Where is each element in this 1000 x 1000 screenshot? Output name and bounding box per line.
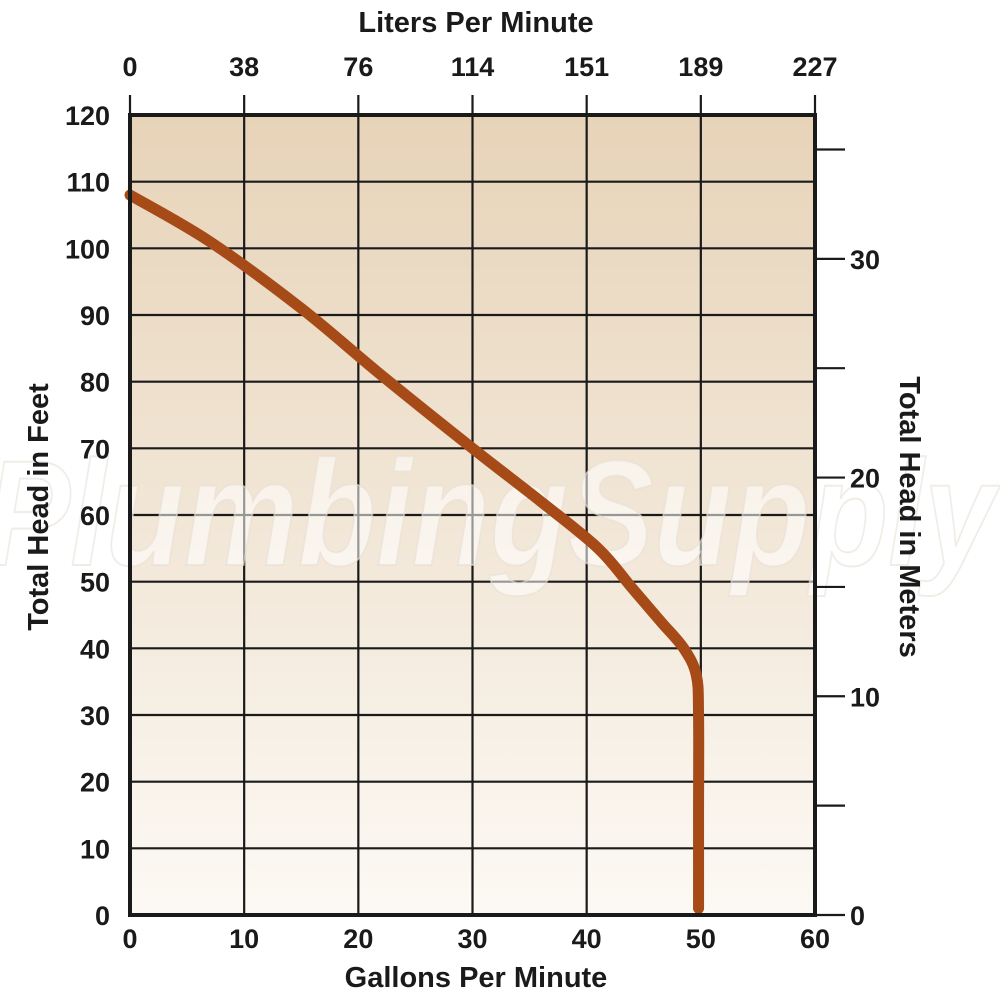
y-tick-label-right: 10	[850, 682, 880, 712]
x-tick-label-bottom: 50	[686, 924, 716, 954]
right-axis-title: Total Head in Meters	[893, 376, 925, 657]
watermark-text: PlumbingSupply	[0, 429, 1000, 597]
bottom-axis-title: Gallons Per Minute	[345, 962, 608, 994]
y-tick-label-left: 90	[80, 301, 110, 331]
y-tick-label-left: 60	[80, 501, 110, 531]
y-tick-label-left: 120	[65, 101, 110, 131]
x-tick-label-top: 76	[343, 52, 373, 82]
x-tick-label-top: 151	[564, 52, 609, 82]
y-tick-label-left: 70	[80, 434, 110, 464]
x-tick-label-bottom: 60	[800, 924, 830, 954]
y-tick-label-left: 10	[80, 834, 110, 864]
x-tick-label-top: 38	[229, 52, 259, 82]
y-tick-label-left: 50	[80, 568, 110, 598]
x-tick-label-top: 114	[451, 52, 495, 82]
y-tick-label-right: 0	[850, 901, 865, 931]
y-tick-label-right: 20	[850, 464, 880, 494]
right-axis-ticks	[815, 148, 845, 917]
y-tick-label-left: 100	[65, 234, 110, 264]
y-tick-label-left: 80	[80, 368, 110, 398]
x-tick-label-bottom: 0	[122, 924, 137, 954]
performance-curve-line	[124, 189, 705, 914]
x-tick-label-top: 189	[678, 52, 723, 82]
x-tick-label-bottom: 30	[457, 924, 487, 954]
y-tick-label-right: 30	[850, 245, 880, 275]
y-tick-label-left: 40	[80, 634, 110, 664]
y-tick-label-left: 110	[66, 168, 110, 198]
y-tick-label-left: 0	[95, 901, 110, 931]
y-tick-label-left: 30	[80, 701, 110, 731]
top-axis-title: Liters Per Minute	[358, 7, 593, 39]
x-tick-label-bottom: 10	[229, 924, 259, 954]
x-tick-label-bottom: 40	[572, 924, 602, 954]
x-tick-label-top: 0	[122, 52, 137, 82]
tick-labels: 0 10 20 30 40 50 60 0 38 76 114 151 189 227 0 10 20 30 40 5…	[65, 52, 880, 954]
left-axis-title: Total Head in Feet	[23, 383, 55, 631]
plot-frame	[128, 113, 817, 917]
performance-curve	[124, 189, 705, 914]
x-tick-label-top: 227	[792, 52, 837, 82]
y-tick-label-left: 20	[80, 768, 110, 798]
x-tick-label-bottom: 20	[343, 924, 373, 954]
